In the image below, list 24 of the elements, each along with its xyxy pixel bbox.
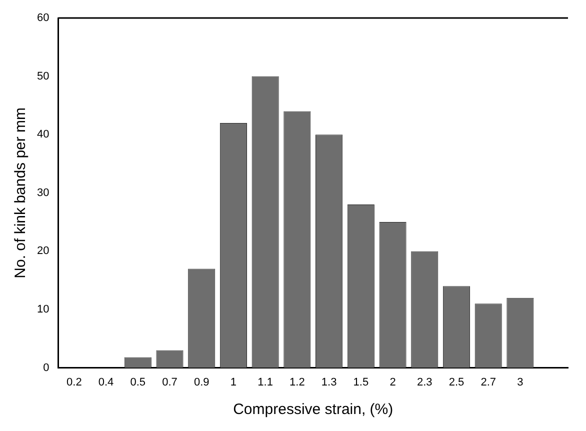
x-tick-label: 2 [390, 376, 396, 388]
x-tick-label: 1.2 [290, 376, 305, 388]
y-tick-label: 50 [36, 70, 50, 82]
y-axis-title: No. of kink bands per mm [12, 107, 30, 278]
y-tick-label: 10 [36, 304, 50, 316]
x-tick-label: 2.5 [448, 376, 464, 388]
x-tick-label: 2.7 [480, 376, 496, 388]
x-tick-label: 1 [230, 376, 237, 388]
x-tick-label: 1.3 [321, 376, 337, 388]
x-tick-label: 1.5 [353, 376, 369, 388]
x-tick-label: 0.9 [194, 376, 210, 388]
y-tick-label: 0 [43, 362, 50, 374]
x-tick-label: 0.2 [66, 376, 82, 388]
y-tick-label: 20 [36, 245, 50, 258]
y-tick-label: 30 [36, 186, 50, 199]
x-tick-label: 3 [517, 376, 524, 388]
y-tick-label: 40 [36, 128, 50, 141]
y-tick-label: 60 [36, 12, 50, 24]
x-tick-label: 2.3 [416, 376, 432, 388]
x-axis-title: Compressive strain, (%) [233, 401, 394, 418]
x-tick-label: 0.5 [130, 376, 146, 388]
x-tick-label: 0.4 [98, 376, 114, 388]
x-tick-label: 0.7 [162, 376, 178, 388]
x-tick-label: 1.1 [258, 376, 273, 388]
